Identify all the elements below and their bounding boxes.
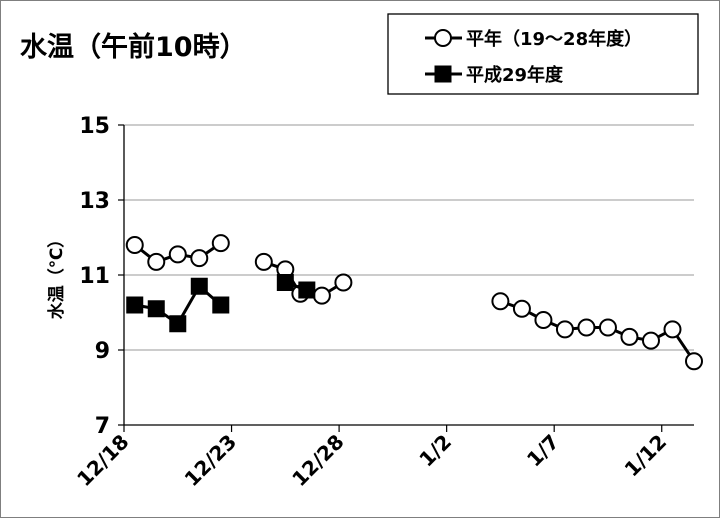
legend-label: 平成29年度: [466, 64, 564, 86]
data-point: [641, 331, 660, 350]
data-point: [598, 318, 617, 337]
data-point: [555, 320, 574, 339]
data-point: [190, 249, 209, 268]
series-layer: [125, 234, 703, 371]
data-point: [312, 286, 331, 305]
data-point: [125, 236, 144, 254]
data-point: [190, 277, 208, 295]
series-1: [125, 234, 703, 371]
y-tick-label: 9: [95, 339, 110, 364]
chart-title: 水温（午前10時）: [20, 31, 247, 63]
series-2: [126, 274, 316, 333]
data-point: [298, 281, 316, 299]
x-tick-label: 12/23: [180, 430, 241, 491]
data-point: [685, 352, 703, 371]
data-point: [577, 318, 596, 337]
data-point: [212, 296, 230, 314]
y-tick-labels: 7 9 11 13 15: [79, 114, 110, 439]
y-tick-label: 7: [95, 414, 110, 439]
gridlines: [124, 124, 694, 351]
data-point: [434, 29, 452, 47]
data-point: [434, 65, 452, 83]
data-point: [254, 252, 273, 271]
data-point: [334, 273, 353, 292]
x-tick-labels: 12/18 12/23 12/28 1/2 1/7 1/12: [72, 430, 671, 491]
data-point: [168, 245, 187, 264]
data-point: [512, 299, 531, 318]
data-point: [147, 252, 166, 271]
x-tick-label: 12/28: [287, 430, 348, 491]
data-point: [620, 327, 639, 346]
data-point: [491, 292, 510, 311]
legend-entry-1: 平年（19～28年度）: [425, 28, 642, 50]
y-tick-label: 15: [79, 114, 110, 139]
data-point: [276, 274, 294, 291]
y-tick-label: 11: [79, 264, 110, 289]
legend: 平年（19～28年度） 平成29年度: [387, 13, 699, 95]
data-point: [169, 315, 187, 333]
legend-entry-2: 平成29年度: [425, 64, 564, 86]
x-tick-label: 1/12: [620, 430, 672, 482]
x-tick-label: 1/7: [522, 430, 564, 472]
data-point: [126, 296, 144, 314]
legend-label: 平年（19～28年度）: [466, 28, 642, 50]
axes: [118, 124, 694, 432]
y-axis-label: 水温（℃）: [46, 231, 67, 320]
x-tick-label: 1/2: [414, 430, 456, 472]
data-point: [663, 320, 682, 339]
data-point: [211, 234, 230, 253]
y-tick-label: 13: [79, 189, 110, 214]
series-line: [499, 299, 696, 363]
data-point: [147, 300, 165, 318]
data-point: [534, 311, 553, 329]
